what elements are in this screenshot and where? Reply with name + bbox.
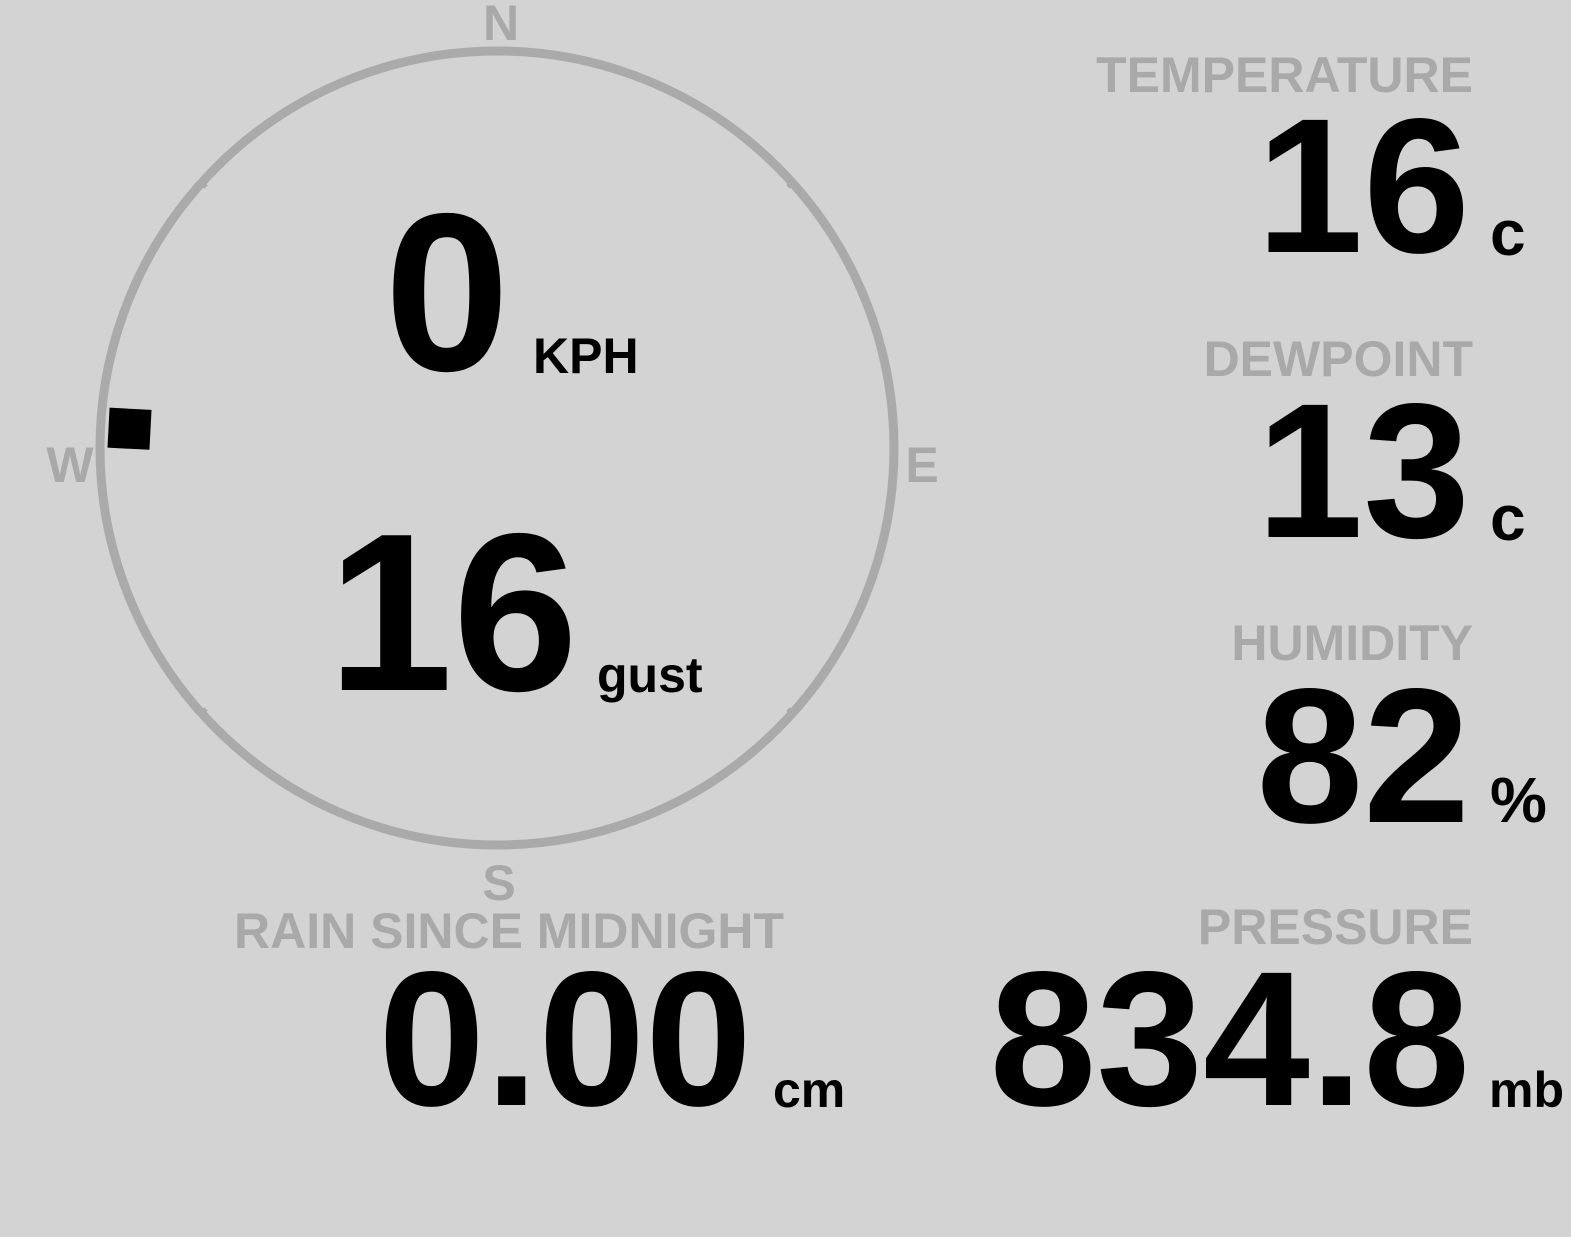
humidity-unit: %	[1490, 764, 1547, 836]
wind-direction-marker	[107, 407, 152, 450]
compass-ring	[95, 46, 899, 850]
rain-value: 0.00	[378, 931, 752, 1146]
wind-gust: 16	[328, 486, 578, 738]
dewpoint-unit: c	[1490, 482, 1526, 554]
wind-gust-unit: gust	[597, 647, 703, 703]
dewpoint-value: 13	[1256, 363, 1470, 578]
humidity-label: HUMIDITY	[1231, 615, 1473, 671]
pressure-label: PRESSURE	[1198, 899, 1473, 955]
dewpoint-label: DEWPOINT	[1204, 331, 1473, 387]
temperature-value: 16	[1256, 78, 1470, 293]
temperature-unit: c	[1490, 197, 1526, 269]
pressure-unit: mb	[1489, 1062, 1564, 1118]
compass-east: E	[905, 437, 938, 493]
pressure-value: 834.8	[990, 931, 1470, 1146]
wind-speed-unit: KPH	[533, 328, 639, 384]
rain-label: RAIN SINCE MIDNIGHT	[234, 903, 784, 959]
temperature-label: TEMPERATURE	[1096, 47, 1473, 103]
compass-north: N	[483, 0, 519, 51]
compass-ticks	[198, 179, 796, 717]
compass-west: W	[46, 437, 94, 493]
wind-speed: 0	[384, 166, 509, 418]
humidity-value: 82	[1256, 648, 1470, 863]
rain-unit: cm	[773, 1062, 845, 1118]
compass-south: S	[482, 855, 515, 911]
